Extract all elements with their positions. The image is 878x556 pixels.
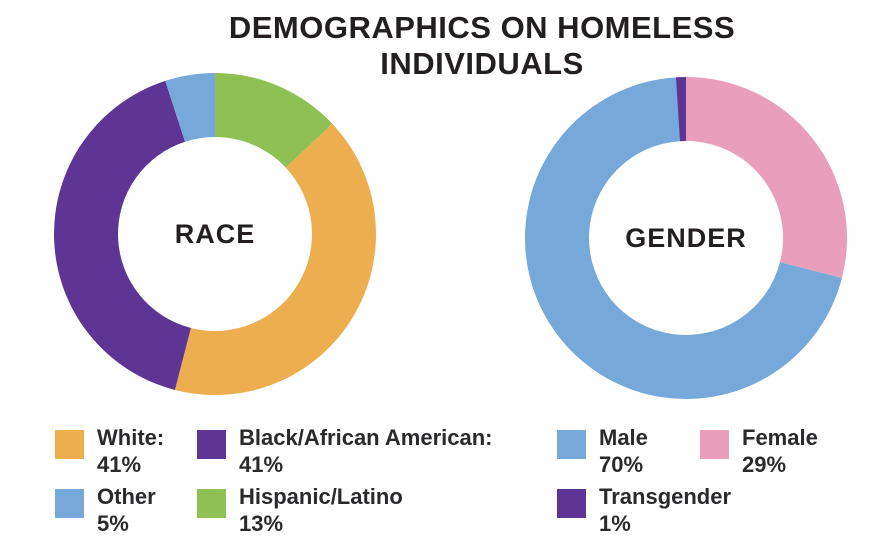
female-swatch [700, 430, 729, 459]
other-swatch [55, 489, 84, 518]
legend-label-value: 5% [97, 511, 129, 536]
race-slice-white [174, 123, 376, 395]
race-legend-item-hispanic-latino: Hispanic/Latino 13% [197, 483, 493, 542]
male-swatch [557, 430, 586, 459]
race-legend-item-other: Other 5% [55, 483, 197, 542]
legend-label-text: Other [97, 484, 156, 509]
legend-label-text: Male [599, 425, 648, 450]
legend-label-value: 41% [239, 452, 284, 477]
race-legend-item-white: White: 41% [55, 424, 197, 483]
gender-slice-male [525, 77, 842, 399]
gender-donut-chart: GENDER [525, 77, 847, 399]
gender-donut-svg [525, 77, 847, 399]
gender-slice-female [686, 77, 847, 279]
legend-label: Transgender 1% [599, 483, 731, 537]
black-african-american-swatch [197, 430, 226, 459]
legend-label: Hispanic/Latino 13% [239, 483, 403, 537]
race-donut-svg [54, 73, 376, 395]
page-title: DEMOGRAPHICS ON HOMELESS INDIVIDUALS [228, 10, 736, 81]
transgender-swatch [557, 489, 586, 518]
hispanic-latino-swatch [197, 489, 226, 518]
legend-label-value: 29% [742, 452, 787, 477]
race-legend-item-black-african-american: Black/African American: 41% [197, 424, 493, 483]
legend-label-value: 13% [239, 511, 284, 536]
legend-label-value: 41% [97, 452, 142, 477]
race-slice-other [165, 73, 215, 142]
legend-label-value: 1% [599, 511, 631, 536]
legend-label: Black/African American: 41% [239, 424, 493, 478]
legend-label-text: Transgender [599, 484, 732, 509]
gender-legend-item-female: Female 29% [700, 424, 818, 483]
legend-label: Female 29% [742, 424, 818, 478]
race-legend: White: 41% Black/African American: 41% Other… [55, 424, 493, 542]
legend-label: White: 41% [97, 424, 164, 478]
legend-label: Male 70% [599, 424, 648, 478]
gender-legend: Male 70% Female 29% Transgender 1% [557, 424, 818, 542]
legend-label-text: White: [97, 425, 165, 450]
legend-label: Other 5% [97, 483, 156, 537]
race-donut-chart: RACE [54, 73, 376, 395]
legend-label-text: Hispanic/Latino [239, 484, 403, 509]
legend-label-value: 70% [599, 452, 644, 477]
race-slice-black-african-american [54, 80, 191, 390]
gender-slice-transgender [675, 77, 686, 142]
race-slice-hispanic-latino [215, 73, 333, 168]
legend-label-text: Black/African American: [239, 425, 493, 450]
gender-legend-item-male: Male 70% [557, 424, 700, 483]
legend-label-text: Female [742, 425, 818, 450]
gender-legend-item-transgender: Transgender 1% [557, 483, 731, 542]
white-swatch [55, 430, 84, 459]
